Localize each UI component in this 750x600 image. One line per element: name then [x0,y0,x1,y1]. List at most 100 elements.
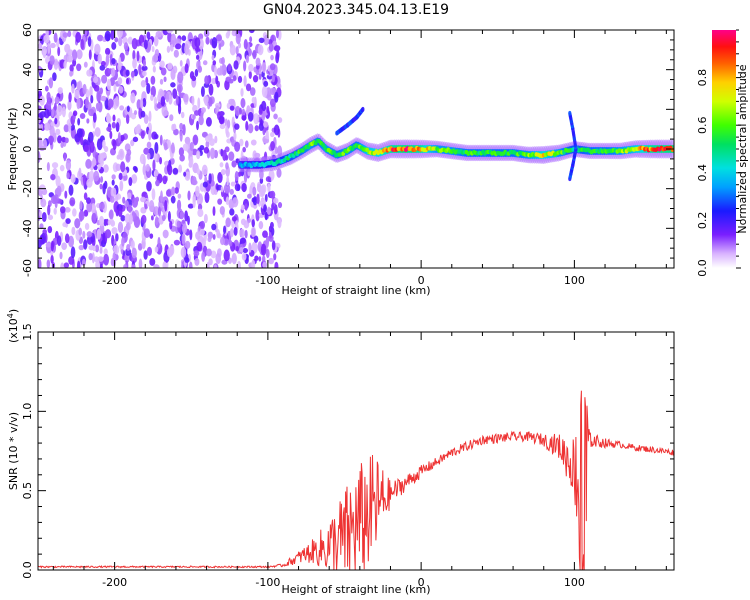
noise-blob [184,257,190,263]
noise-blob [45,242,52,248]
noise-blob [174,187,179,194]
noise-blob [268,257,275,265]
noise-blob [64,137,69,144]
noise-blob [76,97,81,110]
noise-blob [264,193,268,203]
noise-blob [111,42,117,50]
noise-blob [230,181,236,187]
noise-blob [94,43,101,55]
noise-blob [38,65,42,73]
noise-blob [149,233,154,239]
noise-blob [180,111,185,119]
noise-blob [83,239,88,250]
noise-blob [83,61,88,68]
noise-blob [137,243,143,251]
y-tick-label: 0.0 [21,561,34,579]
noise-blob [159,78,164,85]
noise-blob [153,169,159,177]
noise-blob [217,198,223,205]
noise-blob [102,232,106,244]
noise-blob [178,147,185,157]
noise-blob [240,218,246,226]
noise-blob [63,60,67,69]
noise-blob [111,174,116,180]
noise-blob [237,171,242,177]
noise-blob [39,184,46,191]
noise-blob [98,215,105,227]
noise-blob [218,115,225,125]
noise-blob [181,35,187,42]
noise-blob [195,231,201,240]
noise-blob [111,179,115,186]
noise-blob [227,119,231,129]
noise-blob [239,247,244,253]
noise-blob [142,59,147,67]
noise-blob [197,65,203,73]
noise-blob [153,264,160,268]
noise-blob [197,208,204,218]
noise-blob [187,190,191,201]
noise-blob [115,233,119,242]
noise-blob [199,220,206,230]
noise-blob [267,94,272,101]
noise-blob [224,118,228,127]
noise-blob [234,123,240,130]
noise-blob [114,195,119,202]
noise-blob [41,211,47,223]
noise-blob [91,212,97,224]
noise-blob [85,158,92,169]
noise-blob [111,121,116,129]
noise-blob [150,94,154,101]
noise-blob [235,245,240,252]
noise-blob [123,264,128,268]
noise-blob [163,76,167,83]
snr-y-multiplier: (x104) [6,309,20,343]
noise-blob [38,151,41,163]
noise-blob [229,208,235,216]
noise-blob [47,214,54,221]
noise-blob [72,110,78,117]
noise-blob [65,159,72,171]
noise-blob [83,144,90,153]
noise-blob [263,121,269,128]
noise-blob [221,64,227,76]
noise-blob [210,250,217,259]
colorbar-label: Normalized spectral amplitude [736,64,749,233]
noise-blob [191,179,198,186]
noise-blob [53,58,59,70]
noise-blob [74,89,80,100]
noise-blob [258,73,262,80]
noise-blob [244,140,249,148]
noise-blob [151,188,156,201]
noise-blob [128,213,133,225]
y-tick-label: 0 [21,146,34,153]
noise-blob [86,118,90,124]
noise-blob [179,211,185,220]
noise-blob [214,66,218,77]
noise-blob [94,127,101,137]
noise-blob [261,62,267,73]
noise-blob [273,113,278,120]
noise-blob [101,74,108,84]
noise-blob [103,164,109,173]
noise-blob [220,236,226,246]
noise-blob [86,69,93,77]
noise-blob [109,77,115,87]
noise-blob [89,140,95,153]
noise-blob [71,83,75,94]
noise-blob [213,189,218,195]
noise-blob [146,82,151,95]
noise-blob [68,235,75,248]
noise-blob [237,260,241,268]
noise-blob [227,63,232,72]
noise-blob [62,32,69,38]
x-tick-label: 100 [564,274,585,287]
noise-blob [176,199,182,211]
noise-blob [178,164,183,173]
noise-blob [66,54,73,63]
colorbar-tick-label: 0.6 [696,116,709,134]
noise-blob [107,98,114,109]
noise-blob [243,60,247,72]
snr-panel: -200 -100 0 100 0.0 0.5 1.0 1.5 Height of stra… [6,309,675,596]
